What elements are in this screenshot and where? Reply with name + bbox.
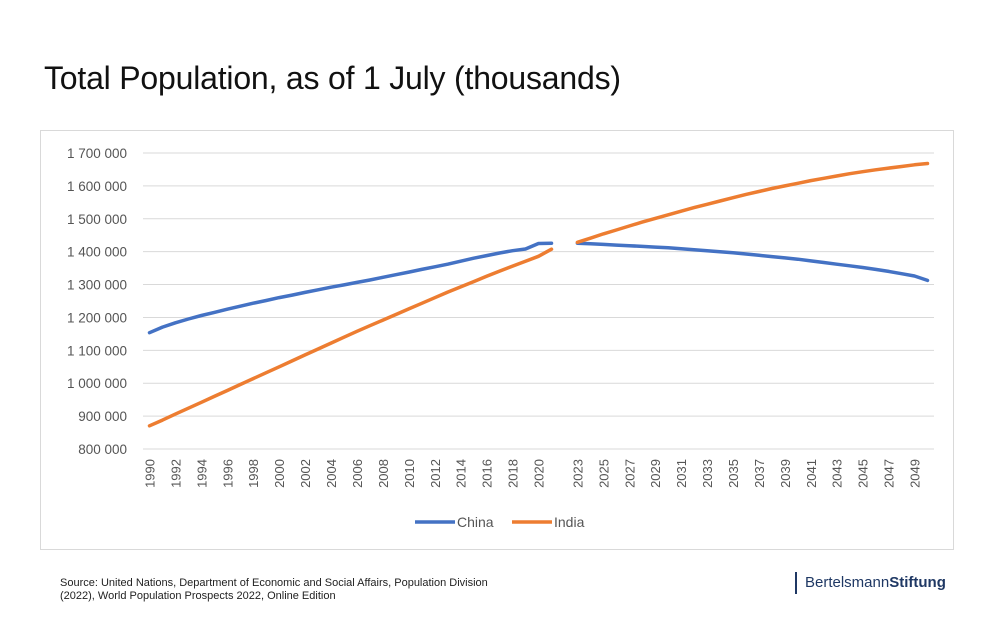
brand-logo: BertelsmannStiftung (795, 572, 946, 594)
x-tick-label: 2012 (428, 459, 443, 488)
x-tick-label: 2010 (402, 459, 417, 488)
x-tick-label: 2049 (908, 459, 923, 488)
x-tick-label: 2027 (622, 459, 637, 488)
x-tick-label: 1994 (194, 459, 209, 488)
x-tick-label: 2004 (324, 459, 339, 488)
y-tick-label: 1 300 000 (67, 278, 127, 293)
y-tick-label: 1 500 000 (67, 212, 127, 227)
x-tick-label: 2018 (506, 459, 521, 488)
series-lines (147, 161, 930, 428)
x-axis-ticks: 1990 1992 1994 1996 1998 2000 2002 2004 2006 2008… (142, 459, 922, 488)
legend: China India (415, 514, 585, 530)
line-chart: 800 000 900 000 1 000 000 1 100 000 1 200 00… (67, 146, 934, 530)
x-tick-label: 1992 (168, 459, 183, 488)
x-tick-label: 2008 (376, 459, 391, 488)
x-tick-label: 2016 (480, 459, 495, 488)
series-line-china (147, 241, 930, 335)
x-tick-label: 2006 (350, 459, 365, 488)
y-tick-label: 800 000 (78, 442, 127, 457)
x-tick-label: 1998 (246, 459, 261, 488)
x-tick-label: 2020 (532, 459, 547, 488)
x-tick-label: 2033 (700, 459, 715, 488)
x-tick-label: 2000 (272, 459, 287, 488)
y-tick-label: 900 000 (78, 409, 127, 424)
y-tick-label: 1 700 000 (67, 146, 127, 161)
legend-label-india: India (554, 514, 585, 530)
y-tick-label: 1 400 000 (67, 245, 127, 260)
x-tick-label: 2014 (454, 459, 469, 488)
y-tick-label: 1 600 000 (67, 179, 127, 194)
source-note: Source: United Nations, Department of Ec… (60, 577, 530, 603)
source-line-2: (2022), World Population Prospects 2022,… (60, 590, 336, 602)
x-tick-label: 2047 (882, 459, 897, 488)
x-tick-label: 2029 (648, 459, 663, 488)
y-tick-label: 1 200 000 (67, 310, 127, 325)
x-tick-label: 2025 (596, 459, 611, 488)
x-tick-label: 1990 (142, 459, 157, 488)
x-tick-label: 2023 (570, 459, 585, 488)
chart-area: 800 000 900 000 1 000 000 1 100 000 1 200 00… (40, 130, 954, 550)
x-tick-label: 2043 (830, 459, 845, 488)
brand-name-part2: Stiftung (889, 574, 946, 591)
legend-label-china: China (457, 514, 494, 530)
x-tick-label: 2039 (778, 459, 793, 488)
source-line-1: Source: United Nations, Department of Ec… (60, 577, 488, 589)
y-tick-label: 1 100 000 (67, 343, 127, 358)
x-tick-label: 1996 (220, 459, 235, 488)
x-tick-label: 2031 (674, 459, 689, 488)
series-line-india (147, 161, 930, 428)
x-tick-label: 2035 (726, 459, 741, 488)
y-tick-label: 1 000 000 (67, 376, 127, 391)
x-tick-label: 2045 (856, 459, 871, 488)
x-tick-label: 2041 (804, 459, 819, 488)
brand-name-part1: Bertelsmann (805, 574, 890, 591)
y-axis-ticks: 800 000 900 000 1 000 000 1 100 000 1 200 00… (67, 146, 127, 457)
x-tick-label: 2037 (752, 459, 767, 488)
gridlines (143, 152, 934, 450)
x-tick-label: 2002 (298, 459, 313, 488)
page-title: Total Population, as of 1 July (thousand… (44, 60, 621, 96)
